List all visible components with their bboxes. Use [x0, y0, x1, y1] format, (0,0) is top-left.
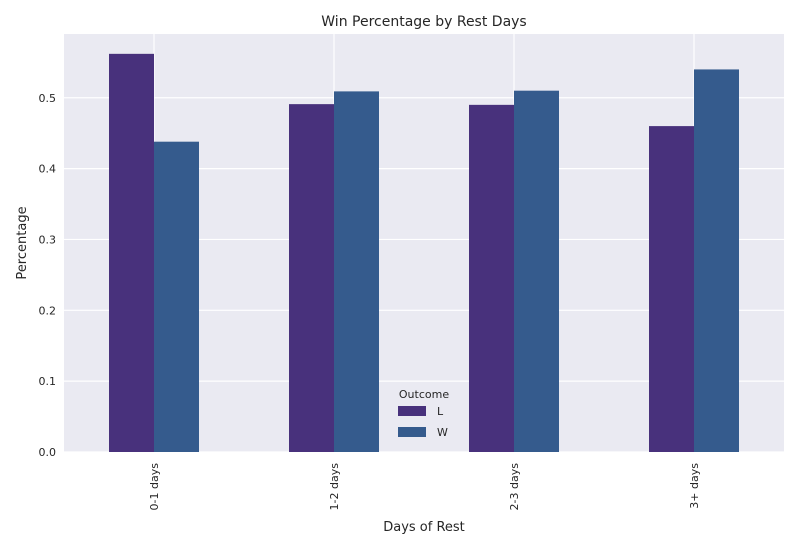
legend-label-w: W [437, 426, 448, 439]
x-tick-label: 0-1 days [148, 463, 161, 511]
x-axis-ticks: 0-1 days 1-2 days 2-3 days 3+ days [148, 463, 701, 511]
y-tick-label: 0.4 [39, 163, 57, 176]
chart-title: Win Percentage by Rest Days [321, 14, 526, 30]
bars [109, 53, 739, 453]
legend-title: Outcome [399, 388, 449, 401]
bar-l-1 [289, 104, 334, 453]
bar-l-3 [649, 126, 694, 453]
x-tick-label: 3+ days [688, 463, 701, 509]
y-tick-label: 0.2 [39, 304, 57, 317]
bar-w-3 [694, 69, 739, 452]
x-tick-label: 2-3 days [508, 463, 521, 511]
y-tick-label: 0.1 [39, 375, 57, 388]
legend-swatch-w [398, 427, 426, 437]
x-tick-label: 1-2 days [328, 463, 341, 511]
x-axis-label: Days of Rest [383, 520, 465, 535]
bar-l-0 [109, 53, 154, 453]
bar-w-1 [334, 91, 379, 452]
y-tick-label: 0.3 [39, 233, 57, 246]
bar-w-0 [154, 141, 199, 452]
legend: Outcome L W [398, 388, 449, 439]
y-tick-label: 0.5 [39, 92, 57, 105]
y-axis-label: Percentage [15, 206, 30, 279]
legend-label-l: L [437, 405, 444, 418]
y-tick-label: 0.0 [39, 446, 57, 459]
legend-swatch-l [398, 406, 426, 416]
y-axis-ticks: 0.0 0.1 0.2 0.3 0.4 0.5 [39, 92, 57, 459]
bar-w-2 [514, 90, 559, 452]
bar-l-2 [469, 104, 514, 452]
